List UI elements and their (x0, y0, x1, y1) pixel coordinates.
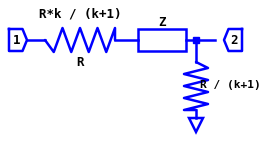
Polygon shape (193, 37, 199, 43)
Text: R*k / (k+1): R*k / (k+1) (39, 7, 121, 20)
Text: 1: 1 (13, 33, 21, 46)
Text: 2: 2 (230, 33, 238, 46)
Polygon shape (138, 29, 186, 51)
Text: Z: Z (158, 15, 166, 28)
Text: R: R (76, 55, 84, 68)
Text: R / (k+1): R / (k+1) (200, 80, 260, 90)
